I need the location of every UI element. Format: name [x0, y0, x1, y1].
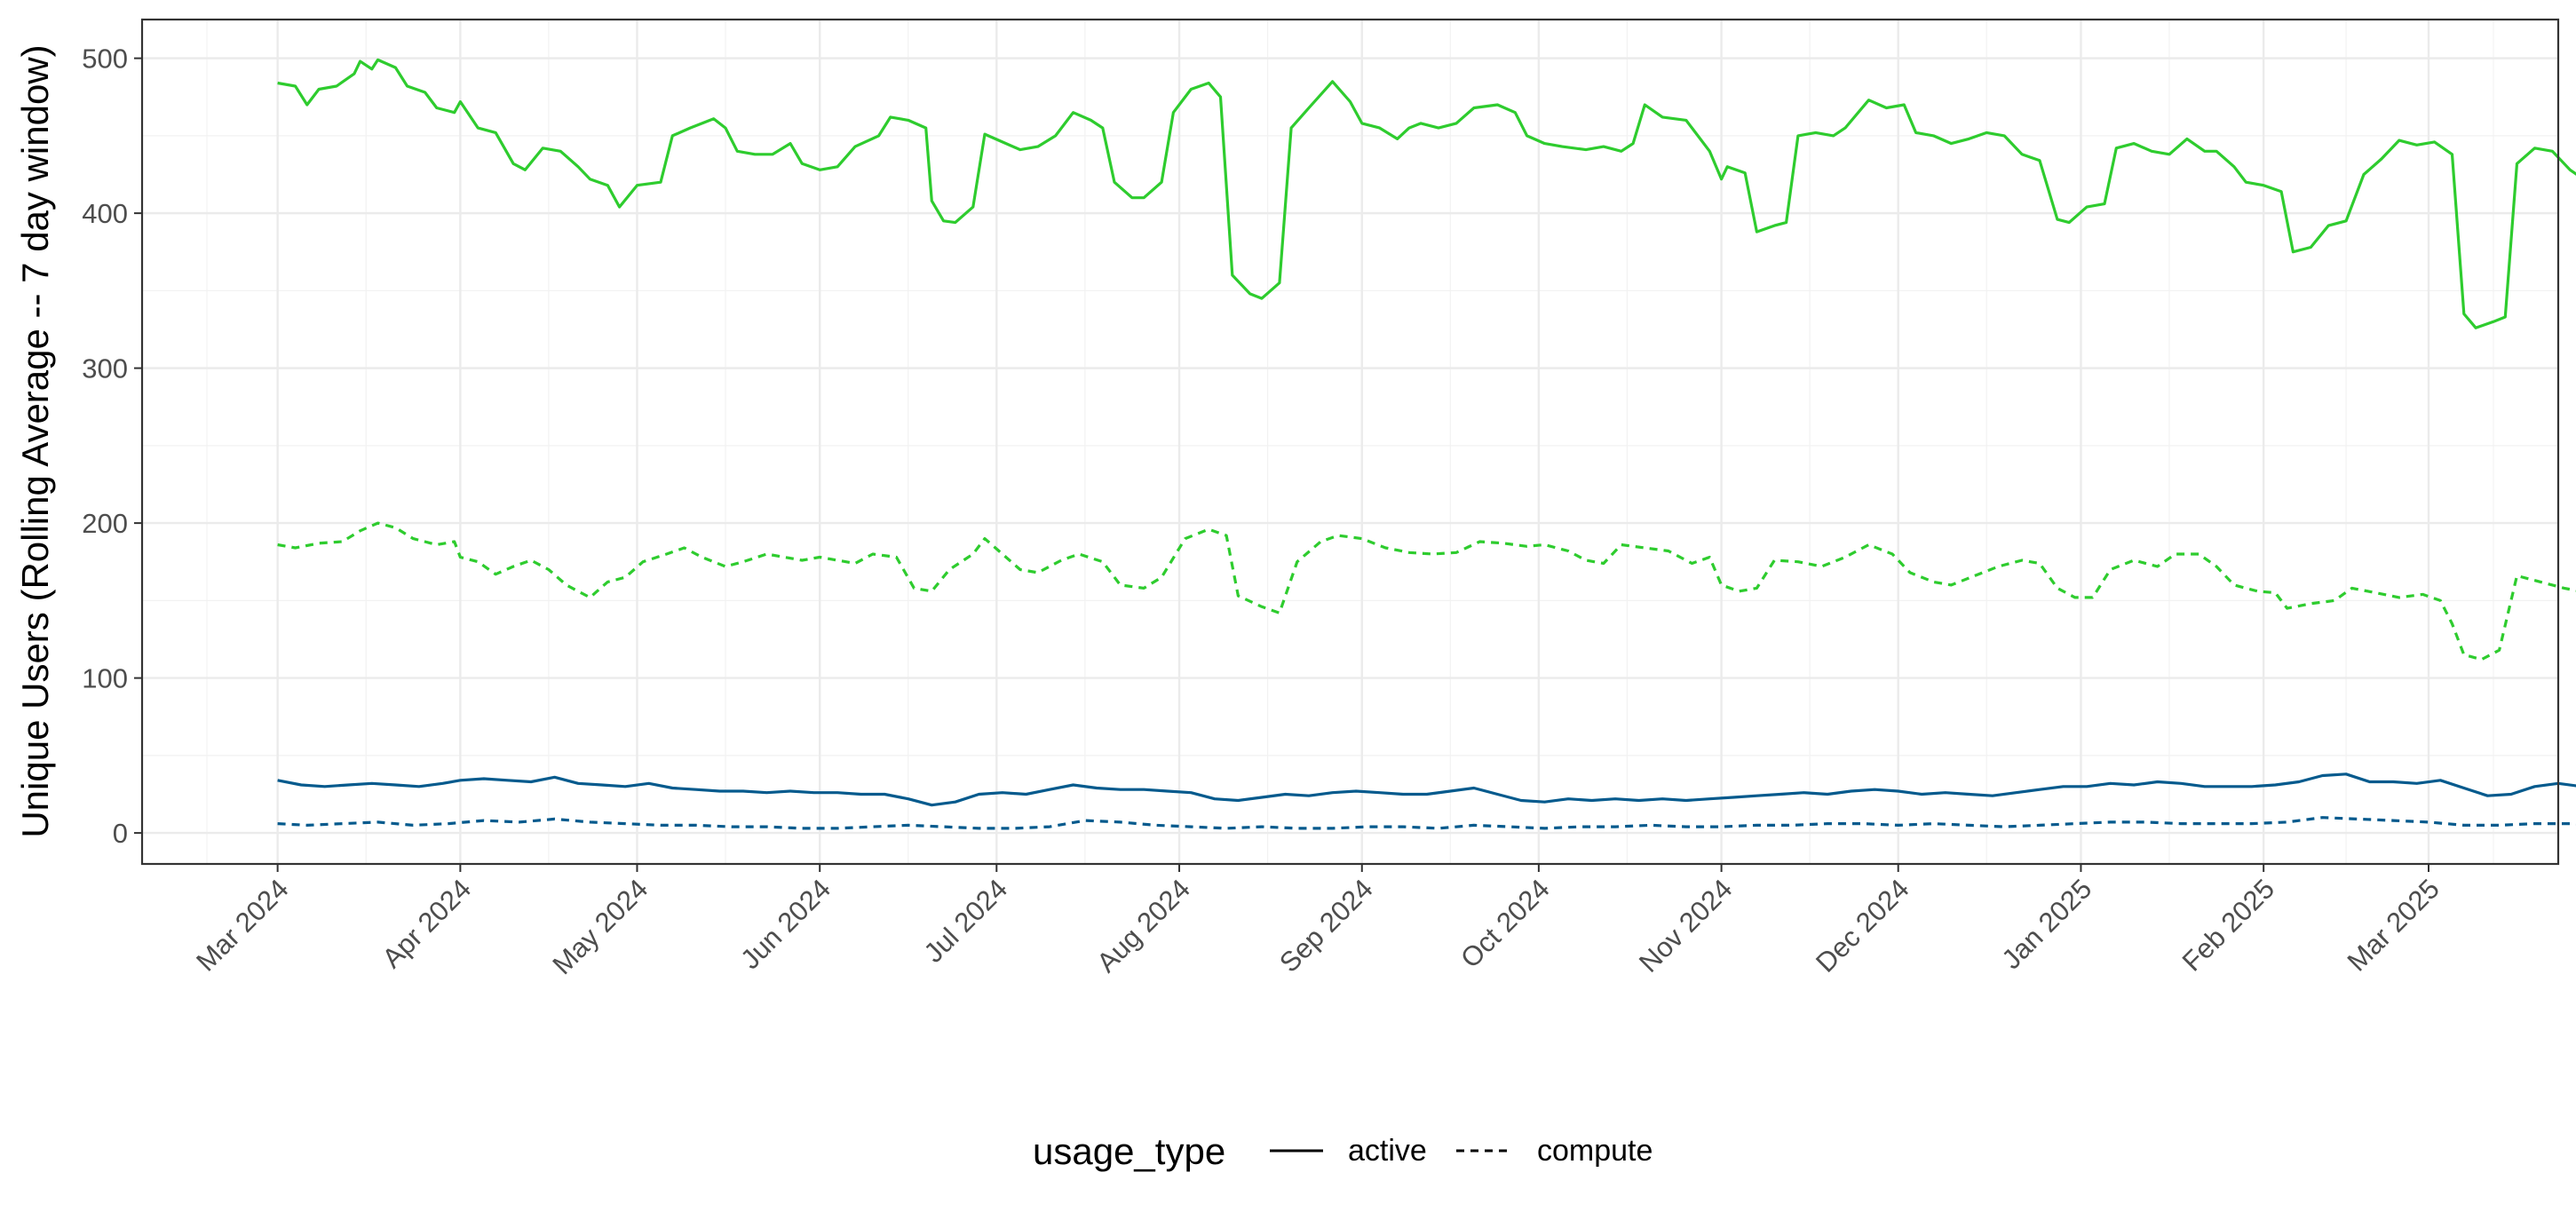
x-tick-label: May 2024 [546, 873, 654, 980]
x-axis: Mar 2024 Apr 2024 May 2024 Jun 2024 Jul 2024… [190, 864, 2445, 980]
legend: usage_type active compute [1033, 1130, 1653, 1172]
minor-gridlines [142, 20, 2558, 864]
y-axis: 0 100 200 300 400 500 [82, 44, 142, 849]
x-tick-label: Jul 2024 [918, 873, 1014, 969]
series-line-2 [277, 772, 2576, 807]
x-tick-label: Mar 2024 [190, 873, 294, 977]
plot-border [140, 18, 2560, 866]
major-gridlines [142, 20, 2558, 864]
x-tick-label: Oct 2024 [1454, 873, 1556, 974]
plot-panel [142, 20, 2558, 864]
legend-label-active: active [1348, 1134, 1427, 1168]
series-line-0 [277, 58, 2576, 329]
x-tick-label: Apr 2024 [376, 873, 478, 974]
x-tick-label: Jan 2025 [1995, 873, 2097, 975]
series-line-3 [277, 816, 2576, 830]
x-tick-label: Mar 2025 [2342, 873, 2445, 977]
x-tick-label: Jun 2024 [734, 873, 836, 975]
series-line-1 [277, 521, 2576, 661]
series-lines [277, 58, 2576, 830]
x-tick-label: Dec 2024 [1810, 873, 1915, 978]
y-axis-title: Unique Users (Rolling Average -- 7 day w… [14, 44, 56, 837]
x-tick-label: Aug 2024 [1090, 873, 1196, 978]
y-tick-label: 500 [82, 44, 128, 75]
y-tick-label: 200 [82, 508, 128, 539]
x-tick-label: Nov 2024 [1633, 873, 1739, 978]
legend-label-compute: compute [1537, 1134, 1653, 1168]
x-tick-label: Sep 2024 [1273, 873, 1379, 978]
x-tick-label: Feb 2025 [2176, 873, 2280, 977]
y-tick-label: 0 [113, 818, 128, 849]
y-tick-label: 300 [82, 353, 128, 384]
y-tick-label: 100 [82, 663, 128, 694]
y-tick-label: 400 [82, 198, 128, 229]
legend-title: usage_type [1033, 1130, 1225, 1172]
